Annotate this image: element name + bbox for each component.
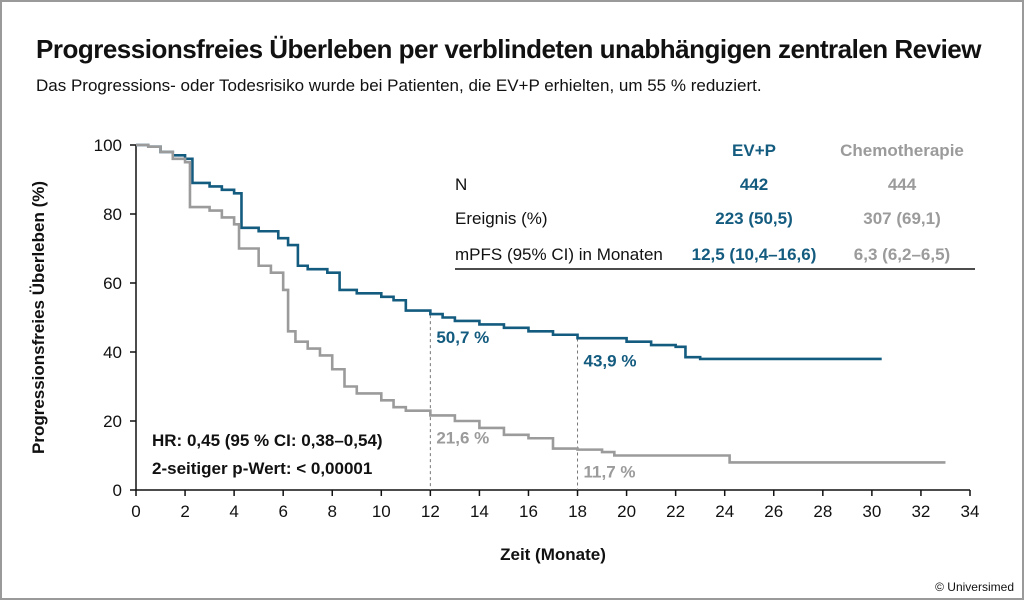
data-label: 43,9 % [584,352,637,371]
y-tick-label: 100 [94,136,122,155]
x-tick-label: 6 [278,502,287,521]
table-row-label: N [455,175,467,194]
table-cell-ev: 442 [740,175,768,194]
x-tick-label: 2 [180,502,189,521]
y-tick-label: 20 [103,412,122,431]
table-cell-chemo: 444 [888,175,917,194]
copyright-notice: © Universimed [935,580,1014,594]
summary-table: EV+P Chemotherapie N 442 444 Ereignis (%… [455,141,975,270]
chart-title: Progressionsfreies Überleben per verblin… [36,34,982,64]
x-tick-label: 30 [862,502,881,521]
table-cell-ev: 12,5 (10,4–16,6) [692,245,817,264]
x-tick-label: 34 [961,502,980,521]
x-tick-label: 32 [911,502,930,521]
survival-curves [136,143,946,464]
hazard-ratio-text: HR: 0,45 (95 % CI: 0,38–0,54) [152,431,383,450]
series-line [136,143,882,361]
table-row-label: Ereignis (%) [455,209,548,228]
x-tick-label: 12 [421,502,440,521]
table-header-ev: EV+P [732,141,776,160]
y-tick-label: 60 [103,274,122,293]
x-tick-label: 20 [617,502,636,521]
table-row-label: mPFS (95% CI) in Monaten [455,245,663,264]
table-cell-chemo: 307 (69,1) [863,209,941,228]
x-tick-label: 10 [372,502,391,521]
data-label: 50,7 % [436,328,489,347]
axis-ticks: 0 2 4 6 8 10 12 14 16 18 20 22 24 26 28 30 32 34020406080… [94,136,980,521]
table-header-chemo: Chemotherapie [840,141,964,160]
y-tick-label: 80 [103,205,122,224]
x-tick-label: 24 [715,502,734,521]
x-tick-label: 26 [764,502,783,521]
y-tick-label: 0 [113,481,122,500]
x-tick-label: 22 [666,502,685,521]
x-tick-label: 18 [568,502,587,521]
annotations: 50,7 % 43,9 % 21,6 % 11,7 % [436,328,636,482]
x-axis-label: Zeit (Monate) [500,545,606,564]
x-tick-label: 4 [229,502,238,521]
chart-subtitle: Das Progressions- oder Todesrisiko wurde… [36,76,762,95]
y-tick-label: 40 [103,343,122,362]
table-cell-ev: 223 (50,5) [715,209,793,228]
x-tick-label: 0 [131,502,140,521]
table-cell-chemo: 6,3 (6,2–6,5) [854,245,950,264]
series-line [136,143,946,464]
x-tick-label: 16 [519,502,538,521]
x-tick-label: 14 [470,502,489,521]
y-axis-label: Progressionsfreies Überleben (%) [29,181,48,454]
x-tick-label: 28 [813,502,832,521]
x-tick-label: 8 [328,502,337,521]
reference-lines [429,315,579,490]
data-label: 11,7 % [584,463,636,482]
data-label: 21,6 % [436,428,489,447]
p-value-text: 2-seitiger p-Wert: < 0,00001 [152,459,372,478]
